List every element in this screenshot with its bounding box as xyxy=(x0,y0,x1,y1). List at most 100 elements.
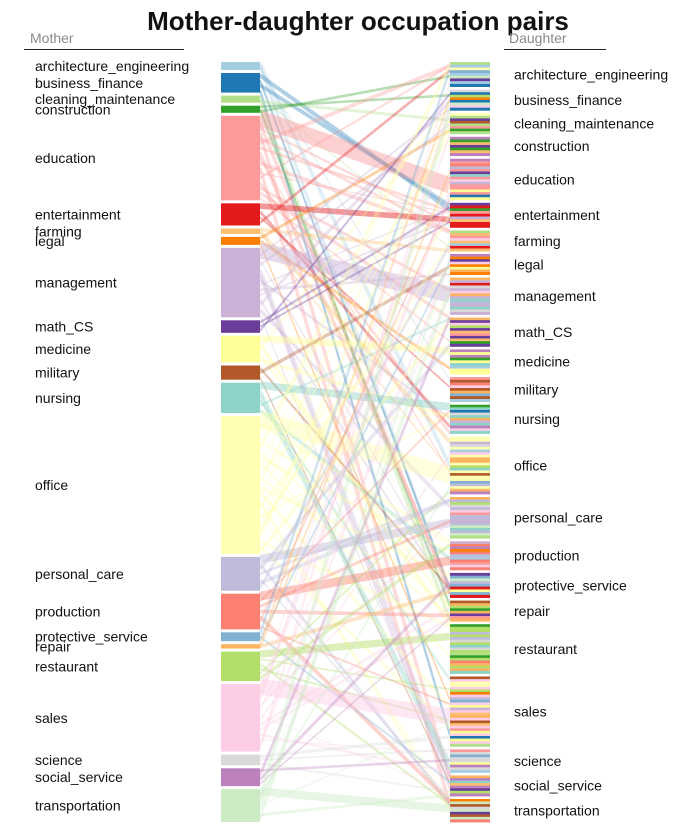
daughter-stripe-business_finance xyxy=(450,99,490,103)
daughter-stripe-sales xyxy=(450,720,490,724)
mother-bar-math_CS xyxy=(221,320,260,333)
daughter-stripe-office xyxy=(450,465,490,469)
flow-management xyxy=(259,207,451,286)
mother-bar-management xyxy=(221,247,260,318)
daughter-stripe-sales xyxy=(450,676,490,680)
daughter-stripe-education xyxy=(450,184,490,188)
daughter-stripe-restaurant xyxy=(450,647,490,651)
daughter-stripe-production xyxy=(450,562,490,566)
daughter-stripe-science xyxy=(450,757,490,761)
daughter-label-office: office xyxy=(514,457,547,473)
daughter-stripe-sales xyxy=(450,741,490,745)
daughter-stripe-education xyxy=(450,192,490,196)
daughter-stripe-social_service xyxy=(450,788,490,792)
mother-label-management: management xyxy=(35,275,117,291)
flow-office xyxy=(259,511,451,801)
flow-office xyxy=(258,545,452,729)
flow-sales xyxy=(259,733,451,774)
daughter-stripe-medicine xyxy=(450,357,490,361)
daughter-stripe-construction xyxy=(450,150,490,154)
daughter-stripe-repair xyxy=(450,600,490,604)
flow-management xyxy=(258,99,452,307)
daughter-stripe-sales xyxy=(450,697,490,701)
daughter-stripe-personal_care xyxy=(450,520,490,524)
daughter-stripe-business_finance xyxy=(450,107,490,111)
daughter-stripe-personal_care xyxy=(450,530,490,534)
flow-personal_care xyxy=(258,243,452,589)
flow-management xyxy=(259,314,451,780)
daughter-label-cleaning_maintenance: cleaning_maintenance xyxy=(514,116,654,132)
daughter-stripe-transportation xyxy=(450,816,490,820)
flow-education xyxy=(259,146,451,213)
mother-label-transportation: transportation xyxy=(35,798,121,814)
mother-bar-nursing xyxy=(221,382,260,413)
flow-office xyxy=(258,265,452,509)
daughter-stripe-personal_care xyxy=(450,512,490,516)
daughter-stripe-science xyxy=(450,749,490,753)
flow-office xyxy=(259,476,451,616)
daughter-stripe-business_finance xyxy=(450,102,490,106)
daughter-stripe-math_CS xyxy=(450,341,490,345)
daughter-stripe-entertainment xyxy=(450,211,490,215)
daughter-label-medicine: medicine xyxy=(514,354,570,370)
daughter-stripe-medicine xyxy=(450,368,490,372)
flow-office xyxy=(259,421,451,544)
daughter-stripe-management xyxy=(450,304,490,307)
flow-protective_service xyxy=(259,635,451,783)
daughter-stripe-sales xyxy=(450,715,490,719)
flow-office xyxy=(258,491,452,709)
daughter-stripe-education xyxy=(450,179,490,183)
daughter-stripe-personal_care xyxy=(450,497,490,500)
flow-sales xyxy=(259,81,451,692)
daughter-stripe-nursing xyxy=(450,425,490,429)
daughter-stripe-entertainment xyxy=(450,202,490,206)
daughter-label-nursing: nursing xyxy=(514,411,560,427)
daughter-stripe-education xyxy=(450,161,490,165)
flow-education xyxy=(259,137,451,232)
flow-office xyxy=(258,118,452,484)
mother-label-nursing: nursing xyxy=(35,390,81,406)
daughter-stripe-management xyxy=(450,282,490,286)
daughter-stripe-military xyxy=(450,377,490,381)
daughter-stripe-restaurant xyxy=(450,650,490,654)
daughter-stripe-architecture_engineering xyxy=(450,83,490,87)
mother-bar-personal_care xyxy=(221,556,260,591)
flow-production xyxy=(259,625,451,706)
daughter-stripe-management xyxy=(450,280,490,284)
flow-nursing xyxy=(258,389,452,763)
daughter-stripe-medicine xyxy=(450,349,490,353)
daughter-stripe-legal xyxy=(450,261,490,265)
daughter-stripe-sales xyxy=(450,723,490,727)
daughter-stripe-office xyxy=(450,491,490,495)
daughter-label-repair: repair xyxy=(514,603,550,619)
daughter-stripe-personal_care xyxy=(450,527,490,531)
daughter-stripe-protective_service xyxy=(450,583,490,587)
daughter-axis-rule xyxy=(504,49,606,50)
daughter-stripe-restaurant xyxy=(450,663,490,667)
mother-bar-education xyxy=(221,115,260,201)
flow-education xyxy=(259,64,451,179)
daughter-bar-construction xyxy=(450,136,490,157)
flow-farming xyxy=(259,232,451,472)
flow-business_finance xyxy=(258,89,452,736)
daughter-stripe-nursing xyxy=(450,428,490,432)
daughter-stripe-restaurant xyxy=(450,639,490,643)
daughter-stripe-cleaning_maintenance xyxy=(450,113,490,117)
flow-office xyxy=(257,410,453,483)
mother-label-math_CS: math_CS xyxy=(35,319,93,335)
daughter-label-management: management xyxy=(514,288,596,304)
mother-label-education: education xyxy=(35,150,96,166)
daughter-stripe-architecture_engineering xyxy=(450,73,490,77)
flow-education xyxy=(259,197,451,343)
mother-bar-transportation xyxy=(221,789,260,822)
daughter-axis-label: Daughter xyxy=(509,30,567,46)
daughter-stripe-transportation xyxy=(450,804,490,808)
daughter-stripe-management xyxy=(450,311,490,315)
flow-restaurant xyxy=(259,667,451,722)
daughter-stripe-transportation xyxy=(450,801,490,805)
daughter-stripe-social_service xyxy=(450,790,490,794)
flow-nursing xyxy=(259,399,451,681)
flow-business_finance xyxy=(258,73,452,212)
daughter-stripe-office xyxy=(450,439,490,443)
flow-restaurant xyxy=(259,490,451,675)
